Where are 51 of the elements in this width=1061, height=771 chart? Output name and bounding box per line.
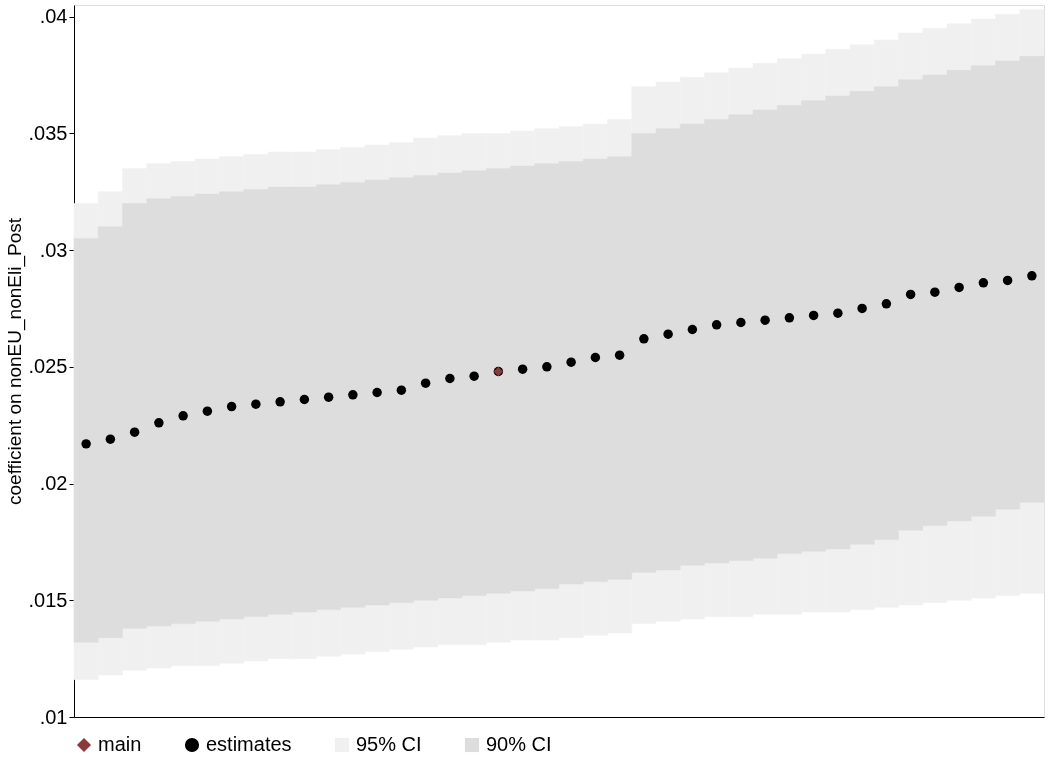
point xyxy=(542,362,552,372)
y-tick-label: .015 xyxy=(28,588,68,611)
y-tick-label: .02 xyxy=(39,472,68,495)
point xyxy=(663,329,673,339)
legend-label: estimates xyxy=(206,733,292,755)
y-tick-label: .04 xyxy=(39,5,68,28)
point xyxy=(1027,271,1037,281)
point xyxy=(905,289,916,300)
point xyxy=(129,427,140,437)
point xyxy=(736,317,746,328)
point xyxy=(639,334,649,344)
point xyxy=(833,308,843,318)
point xyxy=(396,385,407,395)
point xyxy=(517,364,528,374)
point xyxy=(178,411,188,421)
point xyxy=(784,313,795,323)
point xyxy=(687,324,698,335)
point xyxy=(445,373,455,384)
point xyxy=(81,439,91,449)
y-tick-label: .03 xyxy=(39,238,68,261)
point xyxy=(930,287,940,297)
point xyxy=(1002,275,1013,286)
point xyxy=(566,357,576,367)
y-axis-title: coefficient on nonEU_nonEli_Post xyxy=(3,217,26,505)
point xyxy=(226,401,237,412)
point xyxy=(978,278,989,288)
y-tick-label: .01 xyxy=(39,705,68,728)
legend-label: 95% CI xyxy=(356,733,422,755)
point xyxy=(590,352,601,363)
point xyxy=(808,310,819,321)
point xyxy=(469,371,479,381)
point xyxy=(348,390,358,400)
point xyxy=(275,397,285,407)
y-tick-label: .035 xyxy=(28,121,68,144)
point xyxy=(251,399,261,409)
point xyxy=(323,392,334,402)
point xyxy=(372,387,382,398)
point xyxy=(614,350,625,360)
point xyxy=(154,418,164,428)
legend-label: 90% CI xyxy=(486,733,552,755)
y-tick-label: .025 xyxy=(28,355,68,378)
point xyxy=(420,378,431,388)
point xyxy=(881,299,892,309)
point xyxy=(857,303,867,314)
point xyxy=(760,315,770,325)
point xyxy=(954,282,964,293)
legend-label: main xyxy=(98,733,142,755)
point xyxy=(105,434,116,444)
point xyxy=(299,394,310,405)
point xyxy=(711,320,722,330)
point xyxy=(202,406,213,416)
